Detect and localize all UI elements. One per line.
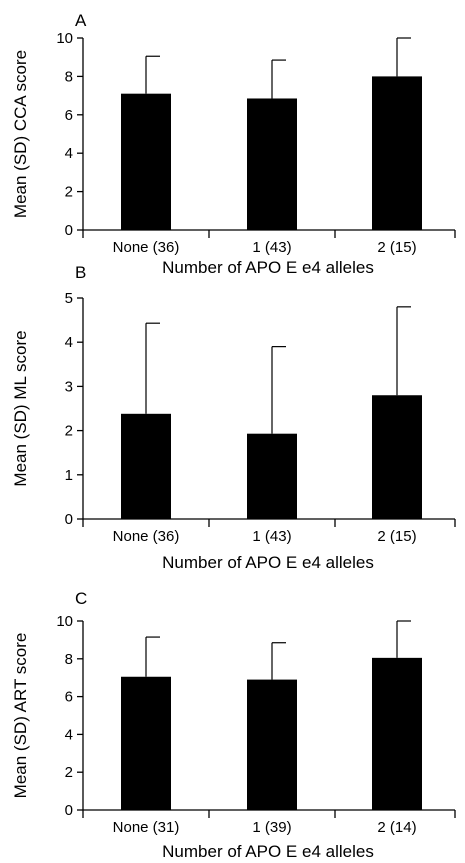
panel-a-x-axis-title: Number of APO E e4 alleles — [162, 258, 374, 277]
panel-c-x-axis-title: Number of APO E e4 alleles — [162, 842, 374, 861]
panel-c-y-tick-label: 10 — [56, 613, 73, 630]
panel-a-bar — [247, 98, 297, 230]
panel-b-y-tick-label: 2 — [65, 423, 73, 440]
panel-a-x-tick-label: 1 (43) — [252, 239, 291, 256]
panel-c-label: C — [75, 589, 87, 608]
panel-c-bar — [372, 657, 422, 810]
panel-b-x-tick-label: None (36) — [113, 528, 180, 545]
panel-b-y-axis-title: Mean (SD) ML score — [11, 330, 30, 486]
panel-b-y-tick-label: 4 — [65, 334, 73, 351]
panel-b-label: B — [75, 263, 86, 282]
panel-b-y-tick-label: 5 — [65, 290, 73, 307]
panel-a-y-tick-label: 0 — [65, 222, 73, 239]
panel-b-x-tick-label: 1 (43) — [252, 528, 291, 545]
panel-a-x-tick-label: 2 (15) — [377, 239, 416, 256]
panel-a-y-tick-label: 10 — [56, 30, 73, 47]
panel-a-label: A — [75, 11, 87, 30]
panel-c-y-tick-label: 8 — [65, 651, 73, 668]
panel-c-y-tick-label: 0 — [65, 802, 73, 819]
panel-b-y-tick-label: 0 — [65, 511, 73, 528]
panel-c-y-axis-title: Mean (SD) ART score — [11, 633, 30, 799]
panel-a-y-tick-label: 8 — [65, 68, 73, 85]
panel-c-y-tick-label: 2 — [65, 764, 73, 781]
panel-c-x-tick-label: 2 (14) — [377, 819, 416, 836]
panel-c-bar — [121, 676, 171, 810]
panel-a-y-axis-title: Mean (SD) CCA score — [11, 50, 30, 218]
panel-a-y-tick-label: 6 — [65, 107, 73, 124]
panel-b-x-tick-label: 2 (15) — [377, 528, 416, 545]
panel-c-x-tick-label: 1 (39) — [252, 819, 291, 836]
panel-b-bar — [247, 433, 297, 519]
panel-b-x-axis-title: Number of APO E e4 alleles — [162, 553, 374, 572]
panel-a-y-tick-label: 4 — [65, 145, 73, 162]
panel-c-y-tick-label: 6 — [65, 689, 73, 706]
panel-a-bar — [121, 93, 171, 231]
panel-c-x-tick-label: None (31) — [113, 819, 180, 836]
panel-c-bar — [247, 679, 297, 810]
panel-a-y-tick-label: 2 — [65, 184, 73, 201]
panel-a-bar — [372, 76, 422, 231]
panel-b-y-tick-label: 1 — [65, 467, 73, 484]
panel-a-x-tick-label: None (36) — [113, 239, 180, 256]
panel-c-y-tick-label: 4 — [65, 726, 73, 743]
panel-b-bar — [121, 413, 171, 519]
panel-b-bar — [372, 395, 422, 519]
panel-b-y-tick-label: 3 — [65, 378, 73, 395]
